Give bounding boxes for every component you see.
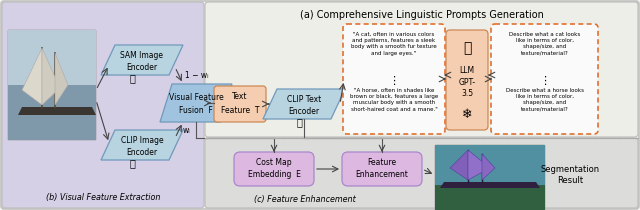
Text: ⋮: ⋮ — [388, 76, 399, 86]
FancyBboxPatch shape — [205, 138, 638, 208]
Polygon shape — [22, 48, 42, 105]
Text: "A cat, often in various colors
and patterns, features a sleek
body with a smoot: "A cat, often in various colors and patt… — [351, 32, 437, 56]
Text: (b) Visual Feature Extraction: (b) Visual Feature Extraction — [45, 193, 160, 202]
Text: Describe what a horse looks
like in terms of color,
shape/size, and
texture/mate: Describe what a horse looks like in term… — [506, 88, 584, 112]
FancyBboxPatch shape — [234, 152, 314, 186]
Polygon shape — [440, 182, 540, 188]
Text: Visual Feature: Visual Feature — [168, 92, 223, 101]
FancyBboxPatch shape — [435, 145, 545, 185]
Text: 🔥: 🔥 — [296, 117, 302, 127]
Text: 1 − wᵢ: 1 − wᵢ — [185, 71, 209, 80]
Text: Encoder: Encoder — [289, 106, 319, 116]
Polygon shape — [263, 89, 345, 119]
Text: 🔥: 🔥 — [129, 73, 135, 83]
Text: (a) Comprehensive Linguistic Prompts Generation: (a) Comprehensive Linguistic Prompts Gen… — [300, 10, 544, 20]
Polygon shape — [450, 150, 468, 180]
Text: Text: Text — [232, 92, 248, 101]
Text: wᵢ: wᵢ — [183, 126, 191, 134]
Text: ❄️: ❄️ — [461, 108, 472, 121]
Text: Describe what a cat looks
like in terms of color,
shape/size, and
texture/materi: Describe what a cat looks like in terms … — [509, 32, 580, 56]
Text: CLIP Text: CLIP Text — [287, 94, 321, 104]
Text: Feature: Feature — [367, 158, 397, 167]
FancyBboxPatch shape — [435, 145, 545, 210]
Text: (c) Feature Enhancement: (c) Feature Enhancement — [254, 195, 356, 204]
Text: SAM Image: SAM Image — [120, 50, 163, 59]
Text: CLIP Image: CLIP Image — [121, 135, 163, 144]
FancyBboxPatch shape — [446, 30, 488, 130]
Text: Encoder: Encoder — [127, 63, 157, 71]
FancyBboxPatch shape — [8, 30, 96, 85]
Text: "A horse, often in shades like
brown or black, features a large
muscular body wi: "A horse, often in shades like brown or … — [350, 88, 438, 112]
Text: Segmentation
Result: Segmentation Result — [540, 165, 600, 185]
FancyBboxPatch shape — [8, 30, 96, 140]
Polygon shape — [42, 48, 60, 105]
Polygon shape — [101, 130, 183, 160]
FancyBboxPatch shape — [435, 185, 545, 210]
Text: 🤖: 🤖 — [463, 41, 471, 55]
Polygon shape — [482, 154, 495, 180]
Polygon shape — [468, 150, 490, 180]
Text: ⋮: ⋮ — [539, 76, 550, 86]
FancyBboxPatch shape — [214, 86, 266, 122]
Polygon shape — [55, 53, 68, 105]
FancyBboxPatch shape — [205, 2, 638, 137]
Text: Embedding  E: Embedding E — [248, 169, 300, 178]
Text: 🔥: 🔥 — [129, 158, 135, 168]
Text: Feature  T: Feature T — [221, 105, 259, 114]
Text: Cost Map: Cost Map — [256, 158, 292, 167]
FancyBboxPatch shape — [8, 85, 96, 140]
Text: Encoder: Encoder — [127, 147, 157, 156]
Polygon shape — [18, 107, 96, 115]
FancyBboxPatch shape — [343, 24, 445, 134]
Polygon shape — [160, 84, 232, 122]
FancyBboxPatch shape — [342, 152, 422, 186]
Text: Enhancement: Enhancement — [356, 169, 408, 178]
Text: LLM
GPT-
3.5: LLM GPT- 3.5 — [458, 66, 476, 98]
FancyBboxPatch shape — [2, 2, 204, 208]
FancyBboxPatch shape — [491, 24, 598, 134]
Polygon shape — [101, 45, 183, 75]
Text: Fusion  F: Fusion F — [179, 105, 213, 114]
